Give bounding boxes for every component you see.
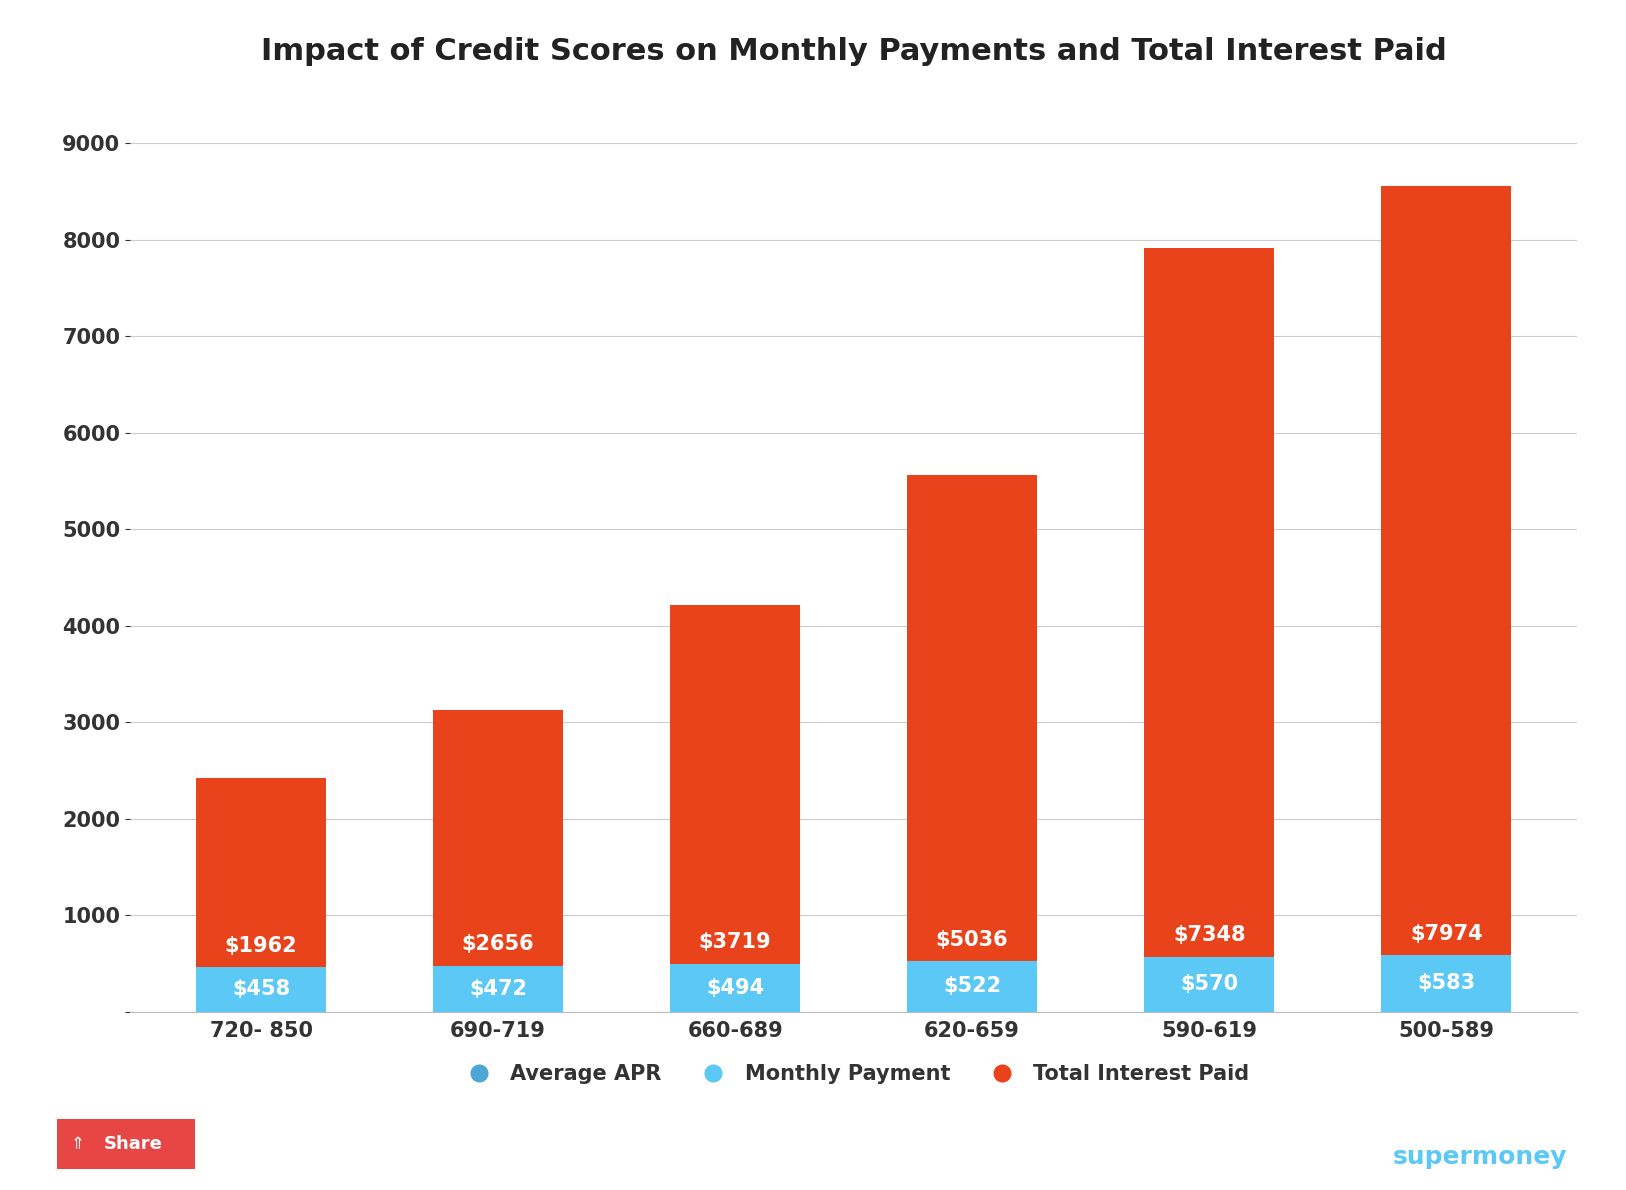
Text: $570: $570 xyxy=(1180,973,1239,994)
Legend: Average APR, Monthly Payment, Total Interest Paid: Average APR, Monthly Payment, Total Inte… xyxy=(449,1056,1259,1092)
Text: $1962: $1962 xyxy=(224,935,298,956)
Text: ⇑: ⇑ xyxy=(70,1134,85,1153)
Text: $3719: $3719 xyxy=(699,932,771,952)
Bar xyxy=(670,964,800,1012)
Text: $458: $458 xyxy=(233,979,289,1000)
Text: $5036: $5036 xyxy=(937,929,1008,950)
Bar xyxy=(195,967,327,1012)
Text: Share: Share xyxy=(104,1134,163,1153)
Bar xyxy=(1380,956,1512,1012)
Title: Impact of Credit Scores on Monthly Payments and Total Interest Paid: Impact of Credit Scores on Monthly Payme… xyxy=(260,37,1447,67)
Bar xyxy=(1145,248,1275,957)
Bar xyxy=(1380,186,1512,956)
Bar xyxy=(1145,957,1275,1012)
Bar xyxy=(670,606,800,964)
Bar xyxy=(433,966,563,1012)
Bar xyxy=(907,962,1037,1012)
Text: $2656: $2656 xyxy=(462,934,535,954)
Text: supermoney: supermoney xyxy=(1392,1145,1567,1169)
Text: $7974: $7974 xyxy=(1410,923,1483,944)
Bar xyxy=(907,476,1037,962)
Text: $522: $522 xyxy=(943,976,1002,996)
Bar xyxy=(195,778,327,967)
Text: $472: $472 xyxy=(468,978,527,998)
Bar xyxy=(433,709,563,966)
Text: $494: $494 xyxy=(706,978,764,997)
Text: $7348: $7348 xyxy=(1172,925,1246,945)
Text: $583: $583 xyxy=(1418,973,1475,994)
